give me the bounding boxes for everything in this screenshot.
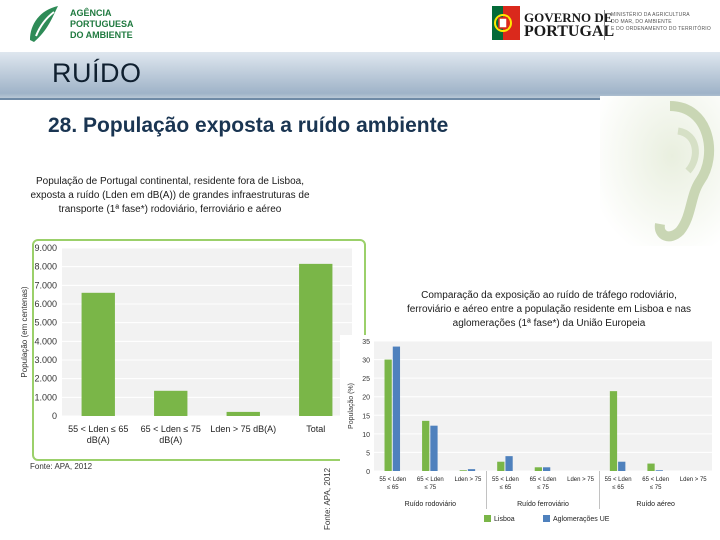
caption-line: ferroviário e aéreo entre a população re… (406, 304, 692, 315)
chart2-y-tick-label: 0 (366, 469, 370, 476)
chart2-y-axis-label: População (%) (348, 383, 355, 429)
caption-line: Comparação da exposição ao ruído de tráf… (421, 290, 677, 301)
apa-name-line: AGÊNCIA (70, 8, 112, 18)
government-name-line: GOVERNO DE (524, 10, 613, 25)
chart2-group-label: Ruído aéreo (636, 501, 675, 508)
header-bar (0, 0, 720, 52)
chart1-y-axis-label: População (em centenas) (20, 286, 29, 378)
header-divider (604, 10, 605, 40)
chart1-x-tick-label: dB(A) (87, 435, 110, 445)
chart1-x-tick-label: 55 < Lden ≤ 65 (68, 424, 128, 434)
caption-line: transporte (1ª fase*) rodoviário, ferrov… (58, 204, 282, 215)
chart2-bar-lisboa (497, 461, 505, 471)
portugal-coat-of-arms-icon (492, 6, 520, 40)
chart2-x-tick-label: Lden > 75 (567, 477, 595, 483)
chart2-x-tick-label: Lden > 75 (454, 477, 482, 483)
chart1-x-tick-label: Lden > 75 dB(A) (210, 424, 276, 434)
chart2-x-tick-label: ≤ 65 (387, 485, 399, 491)
ministry-line: DO MAR, DO AMBIENTE (611, 19, 672, 25)
chart1-bar (81, 292, 115, 416)
chart1-y-tick-label: 4.000 (34, 336, 57, 346)
chart2-x-tick-label: ≤ 65 (500, 485, 512, 491)
chart2-bar-eu (392, 346, 401, 471)
chart2-lisboa-vs-eu: 0 5 10 15 20 25 30 35 População (%) 55 < Lden ≤ 65… (348, 339, 712, 523)
chart2-bar-lisboa (647, 463, 655, 471)
chart2-legend-label: Lisboa (494, 516, 515, 523)
chart2-x-tick-label: ≤ 75 (650, 485, 662, 491)
chart2-group-label: Ruído ferroviário (517, 501, 569, 508)
chart2-bar-eu (505, 456, 513, 471)
chart2-bar-lisboa (384, 359, 392, 471)
chart2-y-tick-label: 35 (362, 339, 370, 346)
source-left: Fonte: APA, 2012 (30, 462, 93, 471)
chart2-x-tick-label: ≤ 75 (537, 485, 549, 491)
chart2-legend-swatch (543, 515, 550, 522)
chart2-x-tick-label: 55 < Lden (379, 477, 406, 483)
caption-line: População de Portugal continental, resid… (36, 176, 304, 187)
chart1-x-tick-label: Total (306, 424, 325, 434)
chart1-y-tick-label: 6.000 (34, 299, 57, 309)
chart2-y-tick-label: 20 (362, 395, 370, 402)
apa-name-line: PORTUGUESA (70, 19, 134, 29)
source-right: Fonte: APA, 2012 (323, 467, 332, 530)
chart2-x-tick-label: ≤ 65 (612, 485, 624, 491)
chart1-y-tick-label: 1.000 (34, 392, 57, 402)
chart1-y-tick-label: 0 (52, 411, 57, 421)
chart2-x-tick-label: 55 < Lden (605, 477, 632, 483)
government-name-line: PORTUGAL (524, 23, 615, 40)
chart2-legend-swatch (484, 515, 491, 522)
chart1-population-exposed: 0 1.000 2.000 3.000 4.000 5.000 6.000 7.000 8.00… (20, 243, 352, 445)
chart2-legend-label: Aglomerações UE (553, 516, 610, 523)
ministry-name: MINISTÉRIO DA AGRICULTURA DO MAR, DO AMB… (611, 12, 716, 33)
chart2-x-tick-label: 65 < Lden (642, 477, 669, 483)
chart2-bar-eu (543, 467, 551, 471)
chart1-bar (154, 390, 188, 416)
chart2-bar-eu (655, 470, 663, 471)
chart2-x-tick-label: ≤ 75 (425, 485, 437, 491)
slide-subtitle: 28. População exposta a ruído ambiente (48, 114, 449, 137)
chart2-y-tick-label: 10 (362, 432, 370, 439)
chart2-x-tick-label: 65 < Lden (530, 477, 557, 483)
chart2-x-tick-label: 65 < Lden (417, 477, 444, 483)
chart2-y-tick-label: 5 (366, 450, 370, 457)
chart2-y-tick-label: 25 (362, 376, 370, 383)
apa-leaf-logo-icon (30, 6, 58, 42)
slide-title: RUÍDO (52, 58, 142, 88)
chart2-x-tick-label: 55 < Lden (492, 477, 519, 483)
caption-line: exposta a ruído (Lden em dB(A)) de grand… (30, 190, 310, 201)
chart2-bar-eu (467, 469, 476, 471)
chart2-x-tick-label: Lden > 75 (680, 477, 708, 483)
ear-illustration-icon (600, 96, 720, 246)
chart1-y-tick-label: 8.000 (34, 262, 57, 272)
apa-name: AGÊNCIA PORTUGUESA DO AMBIENTE (70, 8, 160, 41)
chart2-group-label: Ruído rodoviário (405, 501, 456, 508)
chart1-bar (299, 263, 333, 416)
right-chart-caption: Comparação da exposição ao ruído de tráf… (384, 289, 714, 331)
caption-line: aglomerações (1ª fase*) da União Europei… (452, 318, 646, 329)
ministry-line: E DO ORDENAMENTO DO TERRITÓRIO (611, 26, 711, 32)
chart1-x-tick-label: 65 < Lden ≤ 75 (141, 424, 201, 434)
chart2-bar-eu (618, 461, 626, 471)
chart2-bar-eu (430, 425, 438, 471)
chart2-y-tick-label: 30 (362, 358, 370, 365)
apa-name-line: DO AMBIENTE (70, 30, 133, 40)
chart2-bar-lisboa (459, 470, 467, 471)
chart2-bar-lisboa (422, 420, 430, 471)
chart1-y-tick-label: 5.000 (34, 318, 57, 328)
chart2-y-tick-label: 15 (362, 413, 370, 420)
chart2-bar-lisboa (534, 467, 542, 471)
chart1-y-tick-label: 9.000 (34, 243, 57, 253)
chart1-bar (226, 411, 260, 416)
government-name: GOVERNO DE PORTUGAL (524, 10, 615, 40)
chart1-y-tick-label: 2.000 (34, 374, 57, 384)
title-band (0, 52, 720, 100)
left-chart-caption: População de Portugal continental, resid… (8, 175, 332, 217)
ministry-line: MINISTÉRIO DA AGRICULTURA (611, 12, 690, 18)
chart2-bar-lisboa (609, 391, 618, 471)
chart1-y-tick-label: 7.000 (34, 280, 57, 290)
chart1-y-tick-label: 3.000 (34, 355, 57, 365)
chart1-x-tick-label: dB(A) (159, 435, 182, 445)
